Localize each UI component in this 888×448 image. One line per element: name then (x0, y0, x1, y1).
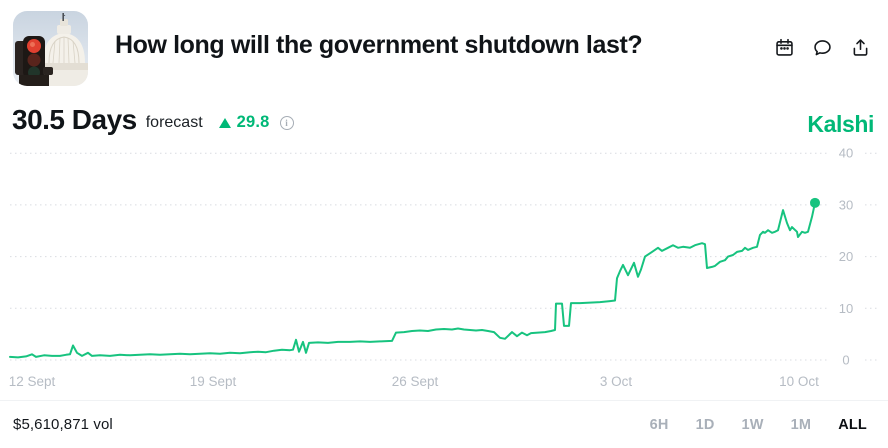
calendar-icon[interactable] (774, 37, 795, 58)
forecast-delta: 29.8 (218, 108, 270, 132)
header-actions (774, 37, 871, 58)
forecast-line-series (9, 201, 816, 359)
share-icon[interactable] (850, 37, 871, 58)
latest-value-dot (810, 197, 820, 208)
y-tick-label: 40 (839, 146, 853, 161)
forecast-label: forecast (145, 114, 203, 131)
x-tick-label: 10 Oct (779, 374, 819, 389)
capitol-traffic-light-illustration (13, 11, 88, 86)
y-tick-label: 30 (839, 197, 853, 212)
timeframe-button-1d[interactable]: 1D (695, 416, 715, 433)
timeframe-button-1w[interactable]: 1W (741, 416, 764, 433)
up-triangle-icon (218, 117, 231, 128)
info-icon[interactable] (279, 116, 294, 130)
market-title: How long will the government shutdown la… (115, 31, 643, 59)
timeframe-selector: 6H 1D 1W 1M ALL (650, 417, 867, 433)
gridline-label-bg (830, 352, 863, 368)
volume-label: $5,610,871 vol (13, 416, 113, 433)
x-tick-label: 19 Sept (190, 374, 237, 389)
x-tick-label: 26 Sept (392, 374, 439, 389)
delta-value: 29.8 (236, 113, 270, 131)
forecast-line-chart[interactable]: 0 10 20 30 40 12 Sept 19 Sept 26 Sept 3 Oct 10 Oc… (0, 140, 888, 398)
chart-canvas[interactable]: 0 10 20 30 40 12 Sept 19 Sept 26 Sept 3 Oct 10 Oc… (0, 140, 888, 398)
y-tick-label: 10 (839, 301, 853, 316)
y-tick-label: 0 (842, 353, 849, 368)
forecast-row: 30.5 Days forecast 29.8 (12, 100, 294, 140)
forecast-value: 30.5 Days (12, 104, 137, 135)
timeframe-button-1m[interactable]: 1M (790, 416, 812, 433)
kalshi-logo: Kalshi (807, 111, 874, 137)
y-tick-label: 20 (839, 249, 853, 264)
gridline-label-bg (830, 196, 863, 213)
chart-footer: $5,610,871 vol 6H 1D 1W 1M ALL (0, 400, 888, 448)
gridline-label-bg (830, 145, 863, 162)
timeframe-button-6h[interactable]: 6H (649, 416, 669, 433)
x-tick-label: 3 Oct (600, 374, 633, 389)
market-thumbnail-image (13, 11, 88, 86)
x-tick-label: 12 Sept (9, 374, 56, 389)
timeframe-button-all[interactable]: ALL (838, 416, 867, 433)
gridline-label-bg (830, 248, 863, 265)
comment-icon[interactable] (812, 37, 833, 58)
gridline-label-bg (830, 300, 863, 317)
